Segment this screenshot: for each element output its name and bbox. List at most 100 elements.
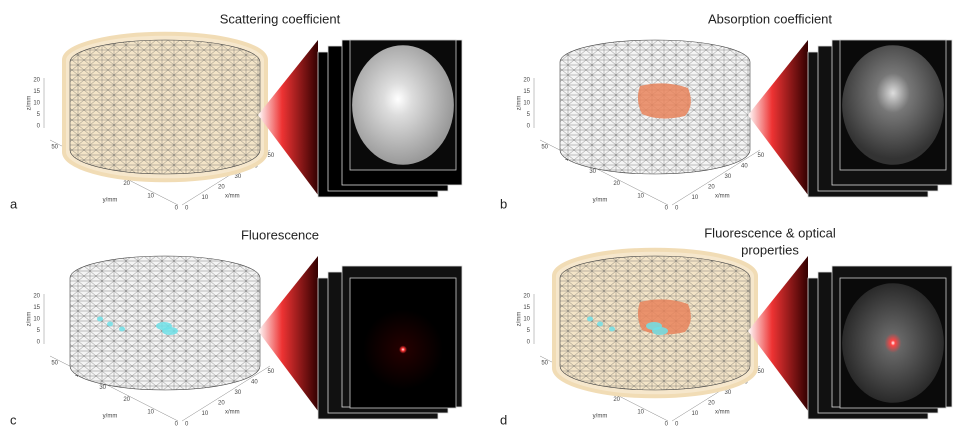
figure: Scattering coefficient a 0 5 10 15 20 z/mm 0 10 20… bbox=[0, 0, 979, 431]
x-tick-label: 20 bbox=[708, 185, 715, 191]
x-axis-label: x/mm bbox=[715, 410, 730, 416]
z-tick-label: 10 bbox=[33, 317, 40, 323]
x-tick-label: 10 bbox=[692, 411, 699, 417]
x-tick-label: 50 bbox=[268, 369, 275, 375]
fluorescence-spot bbox=[587, 317, 593, 322]
y-tick-label: 50 bbox=[51, 145, 58, 151]
y-tick-label: 20 bbox=[123, 181, 130, 187]
x-axis-label: x/mm bbox=[715, 194, 730, 200]
x-tick-label: 50 bbox=[758, 369, 765, 375]
y-tick-label: 10 bbox=[147, 409, 154, 415]
y-axis-label: y/mm bbox=[593, 414, 608, 420]
projection-fan bbox=[748, 40, 808, 195]
y-tick-label: 30 bbox=[99, 385, 106, 391]
y-tick-label: 50 bbox=[541, 361, 548, 367]
x-tick-label: 50 bbox=[268, 153, 275, 159]
z-axis-label: z/mm bbox=[27, 312, 33, 327]
y-tick-label: 30 bbox=[589, 169, 596, 175]
projection-fan bbox=[258, 256, 318, 411]
image-content bbox=[363, 310, 443, 390]
panel-letter: c bbox=[10, 412, 17, 427]
x-tick-label: 40 bbox=[251, 380, 258, 386]
x-axis-label: x/mm bbox=[225, 194, 240, 200]
z-tick-label: 0 bbox=[37, 124, 41, 130]
z-tick-label: 0 bbox=[527, 340, 531, 346]
y-tick-label: 50 bbox=[541, 145, 548, 151]
y-tick-label: 0 bbox=[175, 206, 179, 212]
z-tick-label: 10 bbox=[33, 101, 40, 107]
x-tick-label: 0 bbox=[185, 206, 189, 212]
y-tick-label: 10 bbox=[637, 409, 644, 415]
y-tick-label: 20 bbox=[123, 397, 130, 403]
y-tick-label: 0 bbox=[665, 422, 669, 428]
z-tick-label: 15 bbox=[523, 89, 530, 95]
y-axis-label: y/mm bbox=[103, 198, 118, 204]
x-tick-label: 20 bbox=[708, 401, 715, 407]
panel: Fluorescence & opticalpropertiesd0510152… bbox=[500, 225, 952, 427]
panel: Scattering coefficient a 0 5 10 15 20 z/mm 0 10 20… bbox=[10, 11, 462, 211]
fluorescence-spot bbox=[609, 327, 615, 332]
panel-letter: d bbox=[500, 412, 507, 427]
fluorescence-spot bbox=[162, 327, 178, 335]
x-tick-label: 20 bbox=[218, 185, 225, 191]
panel: Absorption coefficient b 0 5 10 15 20 z/mm 0 10 20… bbox=[500, 11, 952, 211]
y-tick-label: 0 bbox=[175, 422, 179, 428]
y-tick-label: 10 bbox=[637, 193, 644, 199]
z-tick-label: 20 bbox=[523, 294, 530, 300]
z-tick-label: 15 bbox=[33, 89, 40, 95]
fluorescence-spot bbox=[97, 317, 103, 322]
z-tick-label: 20 bbox=[523, 78, 530, 84]
z-tick-label: 10 bbox=[523, 317, 530, 323]
panel-title: Absorption coefficient bbox=[708, 11, 832, 26]
z-tick-label: 5 bbox=[37, 112, 41, 118]
x-tick-label: 0 bbox=[675, 206, 679, 212]
mesh-lines bbox=[70, 40, 260, 174]
fluorescence-spot bbox=[597, 322, 603, 327]
z-tick-label: 15 bbox=[33, 305, 40, 311]
z-tick-label: 15 bbox=[523, 305, 530, 311]
x-tick-label: 30 bbox=[725, 390, 732, 396]
fluorescence-spot bbox=[119, 327, 125, 332]
x-tick-label: 0 bbox=[185, 422, 189, 428]
z-tick-label: 0 bbox=[527, 124, 531, 130]
x-tick-label: 30 bbox=[725, 174, 732, 180]
x-tick-label: 50 bbox=[758, 153, 765, 159]
z-tick-label: 5 bbox=[527, 112, 531, 118]
y-axis-label: y/mm bbox=[103, 414, 118, 420]
z-tick-label: 5 bbox=[527, 328, 531, 334]
panel-letter: b bbox=[500, 196, 507, 211]
panel-title: Fluorescence bbox=[241, 227, 319, 242]
x-axis-label: x/mm bbox=[225, 410, 240, 416]
z-tick-label: 20 bbox=[33, 294, 40, 300]
panel-title: Scattering coefficient bbox=[220, 11, 341, 26]
image-content bbox=[352, 45, 454, 165]
x-tick-label: 40 bbox=[741, 164, 748, 170]
z-tick-label: 0 bbox=[37, 340, 41, 346]
y-tick-label: 0 bbox=[665, 206, 669, 212]
fluorescence-spot bbox=[107, 322, 113, 327]
z-tick-label: 20 bbox=[33, 78, 40, 84]
fluorescence-spot bbox=[652, 327, 668, 335]
panel-letter: a bbox=[10, 196, 18, 211]
z-axis-label: z/mm bbox=[517, 312, 523, 327]
z-tick-label: 5 bbox=[37, 328, 41, 334]
image-content bbox=[842, 45, 944, 165]
y-axis-label: y/mm bbox=[593, 198, 608, 204]
z-axis-label: z/mm bbox=[517, 96, 523, 111]
image-content bbox=[842, 283, 944, 403]
y-tick-label: 20 bbox=[613, 181, 620, 187]
x-tick-label: 10 bbox=[692, 195, 699, 201]
inclusion bbox=[638, 83, 691, 118]
x-tick-label: 10 bbox=[202, 411, 209, 417]
y-tick-label: 50 bbox=[51, 361, 58, 367]
x-tick-label: 30 bbox=[235, 174, 242, 180]
panel-title: Fluorescence & optical bbox=[704, 225, 836, 240]
x-tick-label: 30 bbox=[235, 390, 242, 396]
x-tick-label: 0 bbox=[675, 422, 679, 428]
y-tick-label: 10 bbox=[147, 193, 154, 199]
z-tick-label: 10 bbox=[523, 101, 530, 107]
panel: Fluorescence c 0 5 10 15 20 z/mm 0 10 20 30 40 50 y/mm… bbox=[10, 227, 462, 427]
y-tick-label: 20 bbox=[613, 397, 620, 403]
z-axis-label: z/mm bbox=[27, 96, 33, 111]
x-tick-label: 20 bbox=[218, 401, 225, 407]
